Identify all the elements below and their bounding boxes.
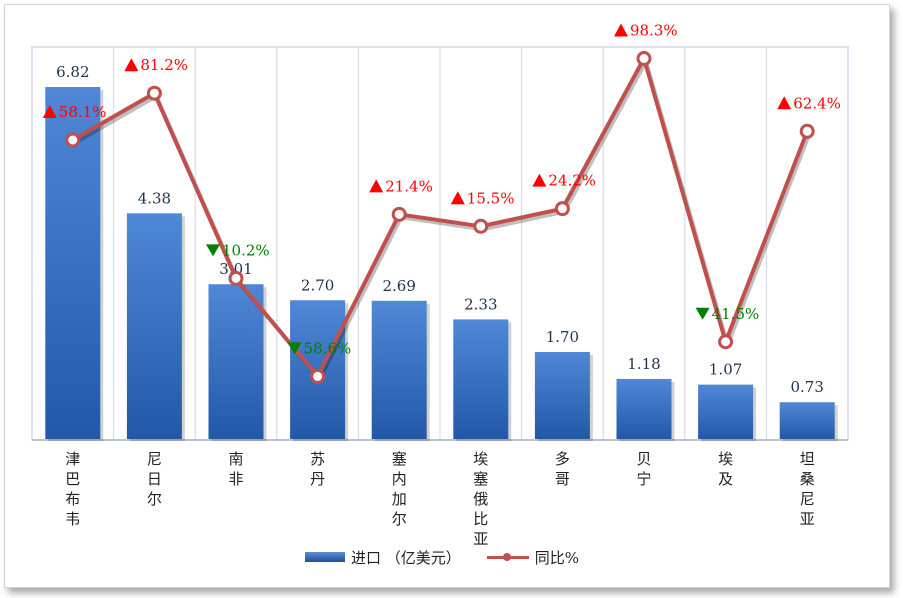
line-value-labels: 58.1% 81.2% 10.2% 58.6% 21.4% 15.5% 24.2% 98.3%…	[42, 22, 841, 357]
legend-item-line: 同比%	[486, 547, 580, 568]
up-arrow-icon	[450, 191, 465, 205]
x-tick-labels: 津巴布韦 尼日尔 南非 苏丹 塞内加尔 埃塞俄比亚 多哥 贝宁 埃及 坦桑尼亚	[65, 450, 814, 548]
bar-value-label: 3.01	[219, 260, 252, 278]
x-tick-label: 坦桑尼亚	[800, 450, 815, 528]
up-arrow-icon	[777, 96, 792, 110]
line-point	[554, 201, 570, 217]
x-tick-label: 贝宁	[636, 450, 651, 488]
legend-bar-swatch	[305, 552, 345, 562]
x-tick-label: 埃塞俄比亚	[473, 450, 488, 548]
line-point	[146, 85, 162, 101]
line-series	[65, 51, 815, 384]
line-point	[228, 270, 244, 286]
bar	[779, 402, 835, 439]
line-point	[310, 368, 326, 384]
bar	[698, 384, 754, 439]
x-tick-label: 南非	[228, 450, 243, 488]
line-point	[65, 132, 81, 148]
legend: 进口 （亿美元） 同比%	[305, 546, 605, 568]
bar-value-label: 2.70	[301, 276, 334, 294]
x-tick-label: 埃及	[718, 450, 733, 488]
bar	[453, 319, 509, 439]
line-value-label: 10.2%	[222, 241, 270, 259]
up-arrow-icon	[614, 23, 628, 37]
x-tick-label: 苏丹	[310, 450, 325, 488]
x-tick-label: 塞内加尔	[392, 450, 407, 528]
bar	[616, 378, 672, 439]
bar	[371, 300, 427, 439]
line-point	[473, 218, 489, 234]
down-arrow-icon	[287, 342, 302, 355]
series-line	[71, 56, 810, 379]
down-arrow-icon	[695, 307, 710, 320]
bar-value-label: 0.73	[790, 378, 823, 396]
x-tick-label: 津巴布韦	[65, 450, 80, 528]
legend-line-swatch	[486, 552, 529, 562]
legend-bar-label: 进口 （亿美元）	[351, 548, 461, 567]
x-tick-label: 多哥	[555, 450, 570, 488]
bar-value-labels: 6.82 4.38 3.01 2.70 2.69 2.33 1.70 1.18 1.07 0.73	[56, 63, 824, 396]
up-arrow-icon	[124, 58, 139, 72]
line-point	[718, 334, 734, 350]
up-arrow-icon	[532, 173, 547, 187]
line-value-label: 98.3%	[630, 22, 678, 40]
grid-lines	[31, 46, 849, 441]
bar	[534, 352, 590, 439]
bar	[208, 284, 264, 439]
line-value-label: 21.4%	[385, 177, 433, 195]
bar-value-label: 1.07	[709, 361, 742, 379]
bar-value-label: 1.18	[627, 355, 660, 373]
bar-value-label: 6.82	[56, 63, 89, 81]
up-arrow-icon	[369, 179, 384, 193]
line-value-label: 41.5%	[712, 305, 760, 323]
line-value-label: 62.4%	[793, 94, 841, 112]
bar-value-label: 1.70	[546, 328, 579, 346]
line-value-label: 81.2%	[140, 56, 188, 74]
line-point	[636, 51, 652, 67]
bar-value-label: 2.33	[464, 295, 497, 313]
bar-value-label: 4.38	[138, 189, 171, 207]
down-arrow-icon	[206, 244, 220, 257]
legend-line-label: 同比%	[534, 548, 580, 567]
line-value-label: 24.2%	[548, 172, 596, 190]
line-point	[391, 206, 407, 222]
up-arrow-icon	[42, 104, 57, 118]
bar-series	[45, 87, 838, 441]
bar-value-label: 2.69	[382, 277, 415, 295]
x-tick-label: 尼日尔	[147, 450, 162, 508]
line-value-label: 58.1%	[59, 103, 107, 121]
line-value-label: 15.5%	[467, 189, 515, 207]
legend-item-bar: 进口 （亿美元）	[305, 547, 461, 568]
bar	[126, 213, 182, 439]
line-point	[799, 123, 815, 139]
line-value-label: 58.6%	[304, 339, 352, 357]
